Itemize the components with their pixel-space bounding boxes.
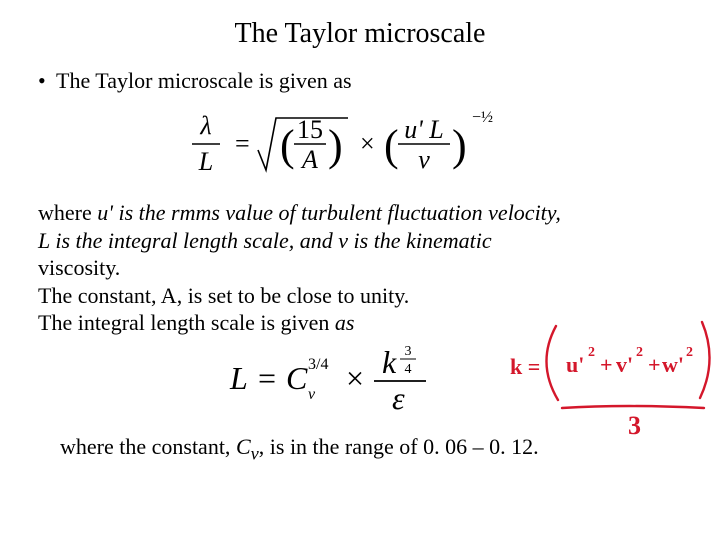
bullet-marker: • <box>38 68 56 94</box>
p1-l5-as: as <box>335 310 355 335</box>
p1-l3: viscosity. <box>38 255 120 280</box>
p1-l4: The constant, A, is set to be close to u… <box>38 283 409 308</box>
p1-l2-mid: is the integral length scale, and <box>50 228 338 253</box>
bullet-text: The Taylor microscale is given as <box>56 68 352 94</box>
eq1-exp: −½ <box>472 109 493 126</box>
eq1-equals: = <box>235 129 250 158</box>
eq2-eq: = <box>258 360 276 396</box>
eq1-rparen2: ) <box>452 121 467 170</box>
eq1-rparen1: ) <box>328 121 343 170</box>
eq2-C: C <box>286 360 308 396</box>
eq2-k: k <box>382 344 397 380</box>
eq2-times: × <box>346 360 364 396</box>
eq1-A: A <box>300 145 318 174</box>
explanation-paragraph-1: where u' is the rmms value of turbulent … <box>38 199 690 337</box>
eq1-L: L <box>198 147 213 176</box>
equation-integral-length-scale: L = C ν 3/4 × k 3 4 ε <box>30 341 690 424</box>
p2-pre: where the constant, <box>60 434 236 459</box>
p1-l1-pre: where <box>38 200 97 225</box>
explanation-paragraph-2: where the constant, Cν, is in the range … <box>60 434 690 464</box>
page-title: The Taylor microscale <box>30 18 690 50</box>
eq2-L: L <box>229 360 248 396</box>
p1-l5-pre: The integral length scale is given <box>38 310 335 335</box>
equation-taylor-microscale: λ L = ( 15 A ) × ( u' L ν ) <box>30 104 690 189</box>
eq2-kexp-num: 3 <box>405 344 412 359</box>
p1-l1-mid: is the rmms value of turbulent fluctuati… <box>113 200 561 225</box>
p2-post: , is in the range of 0. 06 – 0. 12. <box>259 434 539 459</box>
eq2-Csub: ν <box>308 386 316 403</box>
eq1-nu: ν <box>418 145 430 174</box>
eq1-15: 15 <box>297 115 323 144</box>
p1-l2-end: is the kinematic <box>348 228 492 253</box>
eq2-kexp-den: 4 <box>405 362 412 377</box>
eq1-uL: u' L <box>404 115 444 144</box>
p1-uprime: u' <box>97 200 113 225</box>
p2-C: C <box>236 434 251 459</box>
eq2-eps: ε <box>392 380 405 416</box>
p2-sub: ν <box>251 443 259 463</box>
bullet-item: • The Taylor microscale is given as <box>38 68 690 94</box>
eq1-times: × <box>360 129 375 158</box>
eq2-Csup: 3/4 <box>308 356 328 373</box>
p1-L: L <box>38 228 50 253</box>
eq1-lambda: λ <box>199 111 211 140</box>
eq1-lparen1: ( <box>280 121 295 170</box>
eq1-lparen2: ( <box>384 121 399 170</box>
p1-nu: ν <box>338 228 348 253</box>
